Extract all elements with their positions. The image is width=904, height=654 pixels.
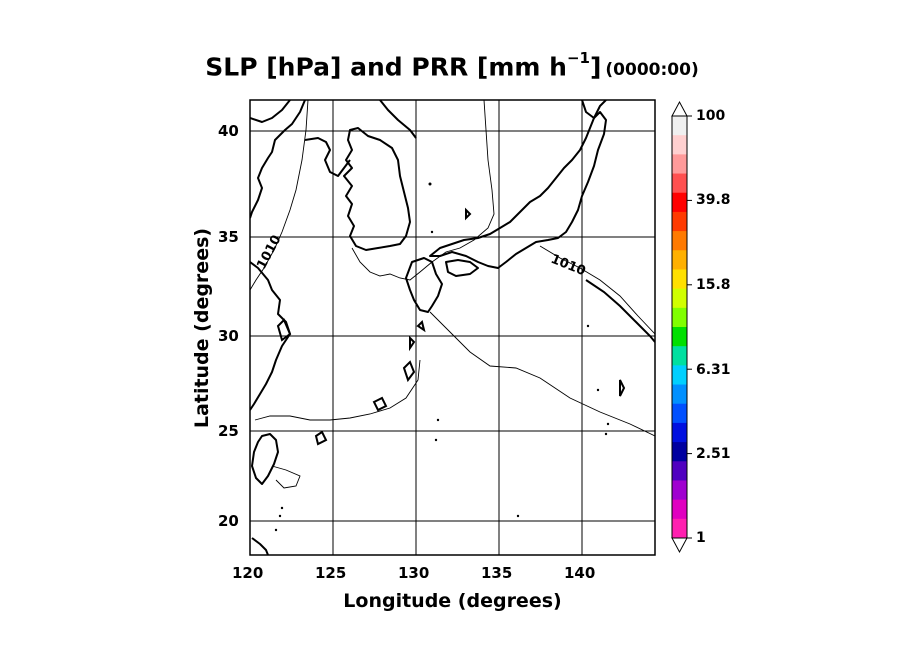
colorbar-frame <box>671 115 688 539</box>
x-tick-130: 130 <box>398 564 430 582</box>
colorbar-bin <box>672 269 687 290</box>
coast-korea <box>343 127 411 251</box>
y-tick-40: 40 <box>218 122 239 140</box>
colorbar-label-39.8: 39.8 <box>696 192 731 208</box>
colorbar-label-15.8: 15.8 <box>696 277 731 293</box>
y-axis-label: Latitude (degrees) <box>191 227 213 429</box>
coast-shikoku <box>445 259 479 277</box>
island-miyako <box>372 396 388 412</box>
colorbar-bin <box>672 135 687 155</box>
y-tick-30: 30 <box>218 327 239 345</box>
colorbar-bin <box>672 422 687 443</box>
colorbar-bin <box>672 211 687 232</box>
colorbar-bin <box>672 499 687 520</box>
island-tanegashima <box>416 320 426 333</box>
coast-kyushu <box>405 257 443 313</box>
island-dots <box>274 182 610 532</box>
colorbar-bin <box>672 346 687 366</box>
title-main: SLP [hPa] and PRR [mm h <box>205 52 567 82</box>
colorbar-label-6.31: 6.31 <box>696 362 731 378</box>
colorbar-bin <box>672 192 687 213</box>
coast-korea-north <box>379 100 417 139</box>
title-superscript: −1 <box>566 49 590 67</box>
slp-contours <box>250 100 655 489</box>
colorbar-extend-top <box>671 100 688 117</box>
coastlines <box>250 100 607 555</box>
colorbar-bin <box>672 307 687 328</box>
islands <box>276 207 626 446</box>
colorbar <box>671 100 692 554</box>
island-okinawa <box>402 360 416 383</box>
colorbar-bin <box>672 231 687 251</box>
x-tick-140: 140 <box>564 564 596 582</box>
colorbar-bin <box>672 461 687 481</box>
colorbar-bin <box>672 173 687 194</box>
y-tick-25: 25 <box>218 422 239 440</box>
colorbar-label-100: 100 <box>696 108 726 124</box>
x-axis-label: Longitude (degrees) <box>343 590 562 612</box>
coast-taiwan <box>251 433 279 485</box>
contour-1010-central <box>351 100 495 281</box>
colorbar-bin <box>672 403 687 424</box>
colorbar-bin <box>672 116 687 136</box>
plot-frame <box>249 99 656 556</box>
contour-1010-south <box>429 311 655 437</box>
colorbar-bin <box>672 327 687 347</box>
island-zhoushan <box>276 318 292 342</box>
colorbar-label-1: 1 <box>696 530 706 546</box>
plot-title: SLP [hPa] and PRR [mm h−1] (0000:00) <box>0 49 904 82</box>
boundary-line-east <box>585 279 655 343</box>
coast-honshu <box>429 111 607 269</box>
contour-label-west: 1010 <box>254 233 284 272</box>
x-tick-135: 135 <box>481 564 513 582</box>
colorbar-extend-bottom <box>671 537 688 554</box>
colorbar-bin <box>672 365 687 386</box>
island-oki <box>465 207 472 221</box>
title-close: ] <box>589 52 602 82</box>
colorbar-bin <box>672 384 687 405</box>
contour-taiwan-loop <box>271 465 301 489</box>
island-ogasawara <box>619 379 626 397</box>
gridlines <box>250 100 655 555</box>
coast-china <box>250 100 306 411</box>
colorbar-bin <box>672 518 687 539</box>
colorbar-bin <box>672 250 687 270</box>
island-yaeyama <box>314 430 328 446</box>
y-tick-35: 35 <box>218 228 239 246</box>
x-tick-125: 125 <box>315 564 347 582</box>
y-tick-20: 20 <box>218 512 239 530</box>
contour-1010-west <box>250 100 309 291</box>
colorbar-label-2.51: 2.51 <box>696 446 731 462</box>
island-amami <box>409 335 416 352</box>
coast-hokkaido <box>581 100 607 119</box>
x-tick-120: 120 <box>232 564 264 582</box>
colorbar-bin <box>672 442 687 462</box>
colorbar-bin <box>672 480 687 501</box>
contour-1010-southwest <box>254 359 421 421</box>
title-time: (0000:00) <box>605 60 699 81</box>
coast-luzon <box>251 537 269 555</box>
contour-1010-east <box>539 245 655 335</box>
colorbar-bin <box>672 154 687 175</box>
colorbar-bin <box>672 288 687 309</box>
coast-china-north <box>304 137 351 177</box>
